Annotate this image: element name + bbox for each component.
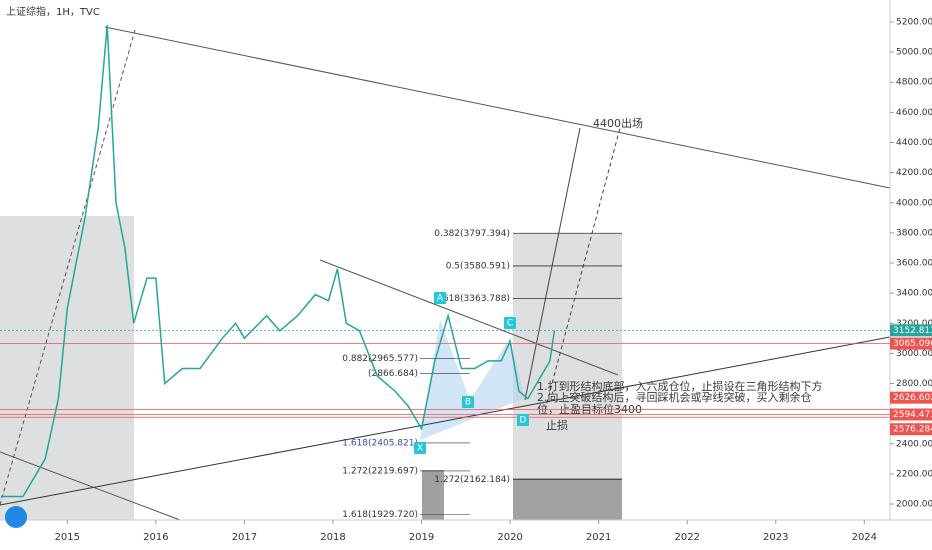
y-tick-label: 4800.000 xyxy=(896,78,932,88)
y-tick-label: 3400.000 xyxy=(896,289,932,299)
price-label: 3152.813 xyxy=(893,326,932,336)
x-tick-label: 2018 xyxy=(320,532,345,543)
range-box xyxy=(513,233,622,520)
fib-label: 0.5(3580.591) xyxy=(446,261,510,271)
annotation: 4400出场 xyxy=(593,116,643,130)
fib-label: 1.618(1929.720) xyxy=(342,510,418,520)
pattern-label: C xyxy=(507,319,513,329)
y-tick-label: 2000.000 xyxy=(896,500,932,510)
x-tick-label: 2016 xyxy=(143,532,168,543)
range-box xyxy=(0,216,134,520)
x-tick-label: 2023 xyxy=(763,532,788,543)
trend-line xyxy=(319,259,619,376)
annotation: 2.向上突破结构后，寻回踩机会或孕线突破，买入剩余仓 xyxy=(537,390,812,404)
fib-label: 0.382(3797.394) xyxy=(434,229,510,239)
chart-title: 上证综指，1H，TVC xyxy=(6,5,100,18)
price-tag xyxy=(890,408,932,421)
price-tag xyxy=(890,391,932,404)
price-tag xyxy=(890,423,932,436)
y-tick-label: 2200.000 xyxy=(896,469,932,479)
x-tick-label: 2024 xyxy=(852,532,877,543)
y-tick-label: 2800.000 xyxy=(896,379,932,389)
annotation: 止损 xyxy=(546,418,568,432)
x-tick-label: 2019 xyxy=(409,532,434,543)
pattern-box xyxy=(462,396,474,408)
trend-line xyxy=(0,451,181,521)
price-label: 2626.602 xyxy=(893,393,932,403)
y-tick-label: 4400.000 xyxy=(896,138,932,148)
y-tick-label: 4600.000 xyxy=(896,108,932,118)
x-tick-label: 2020 xyxy=(497,532,522,543)
fib-label: 1.272(2162.184) xyxy=(434,475,510,485)
y-tick-label: 4000.000 xyxy=(896,198,932,208)
pattern-box xyxy=(434,292,446,304)
pattern-box xyxy=(517,414,529,426)
pattern-label: A xyxy=(437,294,444,304)
y-tick-label: 5000.000 xyxy=(896,48,932,58)
price-line xyxy=(0,25,556,498)
price-tag xyxy=(890,337,932,350)
annotation: 1.打到形结构底部，入六成仓位，止损设在三角形结构下方 xyxy=(537,379,823,393)
target-line xyxy=(524,127,581,401)
fib-label: 0.882(2965.577) xyxy=(342,354,418,364)
fib-label: (2866.684) xyxy=(368,369,418,379)
annotation: 位，止盈目标位3400 xyxy=(537,402,642,416)
fib-label: 1.272(2219.697) xyxy=(342,466,418,476)
range-box xyxy=(422,470,444,520)
y-tick-label: 5200.000 xyxy=(896,17,932,27)
pattern-box xyxy=(504,317,516,329)
x-tick-label: 2015 xyxy=(55,532,80,543)
price-label: 2594.473 xyxy=(893,410,932,420)
pattern-label: B xyxy=(465,398,471,408)
x-tick-label: 2021 xyxy=(586,532,611,543)
y-tick-label: 2400.000 xyxy=(896,439,932,449)
pattern-label: D xyxy=(520,416,527,426)
x-tick-label: 2017 xyxy=(232,532,257,543)
trend-line xyxy=(104,26,891,189)
y-tick-label: 4200.000 xyxy=(896,168,932,178)
y-tick-label: 3000.000 xyxy=(896,349,932,359)
y-tick-label: 3800.000 xyxy=(896,228,932,238)
fib-label: 0.618(3363.788) xyxy=(434,294,510,304)
y-tick-label: 3600.000 xyxy=(896,259,932,269)
range-box xyxy=(513,478,622,520)
x-tick-label: 2022 xyxy=(674,532,699,543)
price-label: 2576.284 xyxy=(893,425,932,435)
trend-line xyxy=(0,336,891,506)
trend-line xyxy=(0,29,136,506)
pattern-box xyxy=(414,442,426,454)
price-tag xyxy=(890,324,932,337)
price-label: 3065.096 xyxy=(893,339,932,349)
logo[interactable] xyxy=(5,506,27,528)
y-tick-label: 3200.000 xyxy=(896,319,932,329)
fib-label: 1.618(2405.821) xyxy=(342,438,418,448)
pattern-label: X xyxy=(417,444,423,454)
